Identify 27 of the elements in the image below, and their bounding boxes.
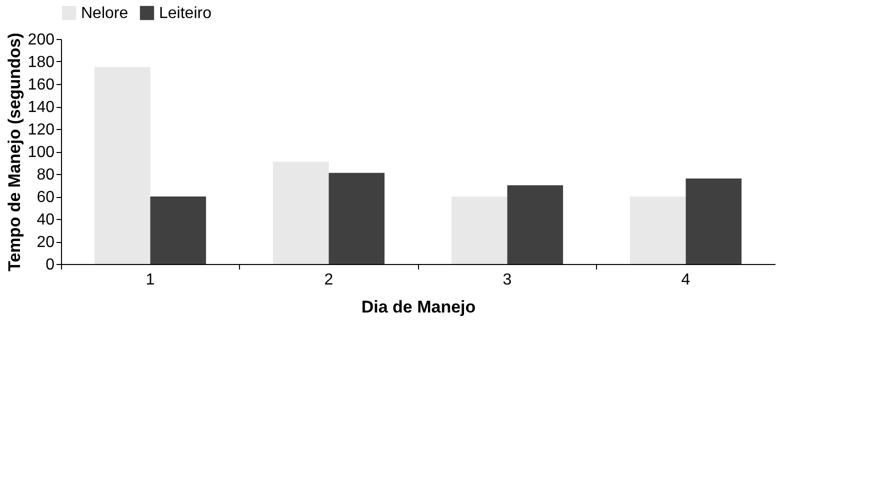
bar: [686, 178, 742, 264]
legend-label: Leiteiro: [159, 5, 212, 22]
y-tick-label: 140: [28, 99, 55, 116]
bar: [451, 196, 508, 264]
bar: [94, 67, 150, 264]
y-tick-label: 60: [36, 189, 55, 206]
y-tick-label: 120: [28, 122, 55, 138]
x-tick-label: 4: [681, 272, 690, 288]
bar: [507, 185, 564, 264]
bar: [630, 196, 686, 264]
legend-label: Nelore: [81, 5, 128, 22]
y-tick-label: 100: [28, 144, 55, 161]
y-tick-label: 200: [28, 32, 55, 48]
bar: [328, 172, 385, 264]
y-tick-label: 180: [28, 54, 55, 71]
x-tick-label: 1: [146, 272, 155, 288]
y-tick-label: 160: [28, 76, 55, 94]
bar: [150, 196, 206, 264]
bar: [272, 162, 329, 264]
y-tick-label: 20: [36, 234, 55, 251]
y-tick-label: 0: [46, 256, 55, 274]
y-tick-label: 40: [36, 212, 55, 228]
x-tick-label: 2: [324, 272, 334, 288]
x-tick-label: 3: [502, 272, 512, 288]
y-tick-label: 80: [36, 166, 55, 184]
x-axis-title: Dia de Manejo: [361, 298, 476, 316]
y-axis-title: Tempo de Manejo (segundos): [4, 32, 24, 272]
